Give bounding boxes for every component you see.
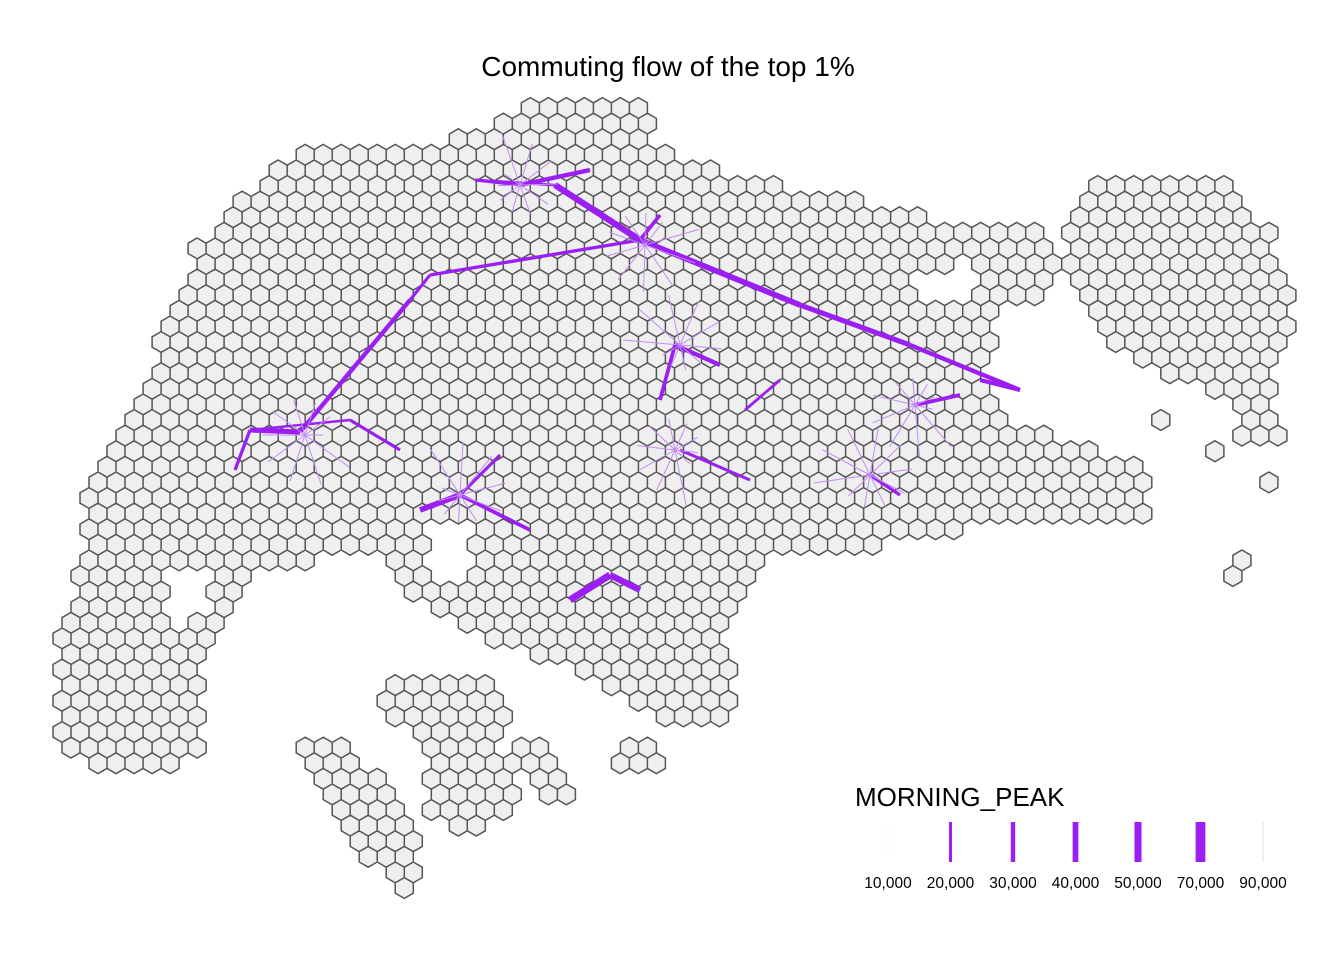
flow-line-12 (298, 298, 412, 434)
flow-line-21 (658, 344, 677, 401)
legend-title: MORNING_PEAK (855, 782, 1065, 812)
flow-line-15 (249, 418, 351, 432)
legend-label-3: 30,000 (989, 875, 1037, 892)
flow-line-7 (909, 342, 1021, 393)
map-title: Commuting flow of the top 1% (481, 51, 855, 82)
legend-label-1: 10,000 (864, 875, 912, 892)
flow-line-6 (799, 302, 911, 348)
flow-line-10 (429, 238, 641, 277)
flow-line-26 (914, 393, 961, 407)
flow-line-23 (608, 572, 642, 593)
legend-label-6: 70,000 (1177, 875, 1225, 892)
legend-label-7: 90,000 (1239, 875, 1287, 892)
hex-grid (52, 96, 1297, 900)
flow-lines (233, 132, 1021, 603)
legend-label-5: 50,000 (1114, 875, 1162, 892)
flow-line-22 (568, 572, 612, 603)
flow-line-16 (349, 418, 401, 452)
flow-line-3 (519, 167, 591, 188)
flow-line-14 (233, 429, 252, 471)
flow-line-19 (458, 453, 502, 497)
flow-line-8 (979, 377, 1021, 393)
legend-label-2: 20,000 (927, 875, 975, 892)
flow-line-5 (638, 237, 802, 308)
flow-line-18 (459, 493, 531, 532)
flow-line-24 (869, 473, 901, 497)
hex-cell (52, 96, 1297, 900)
flow-line-9 (638, 213, 662, 242)
legend-keys: 10,000 20,000 30,000 40,000 50,000 70,000 90,0… (864, 822, 1287, 892)
flow-line-20 (674, 342, 721, 368)
flow-spokes (262, 132, 952, 524)
flow-line-17 (418, 492, 462, 513)
legend: MORNING_PEAK 10,000 20,000 30,000 40,000 50,… (855, 782, 1287, 892)
legend-label-4: 40,000 (1052, 875, 1100, 892)
flow-line-4 (553, 182, 642, 243)
flow-line-25 (679, 448, 751, 482)
flow-line-27 (744, 378, 781, 412)
flow-line-11 (408, 274, 432, 301)
